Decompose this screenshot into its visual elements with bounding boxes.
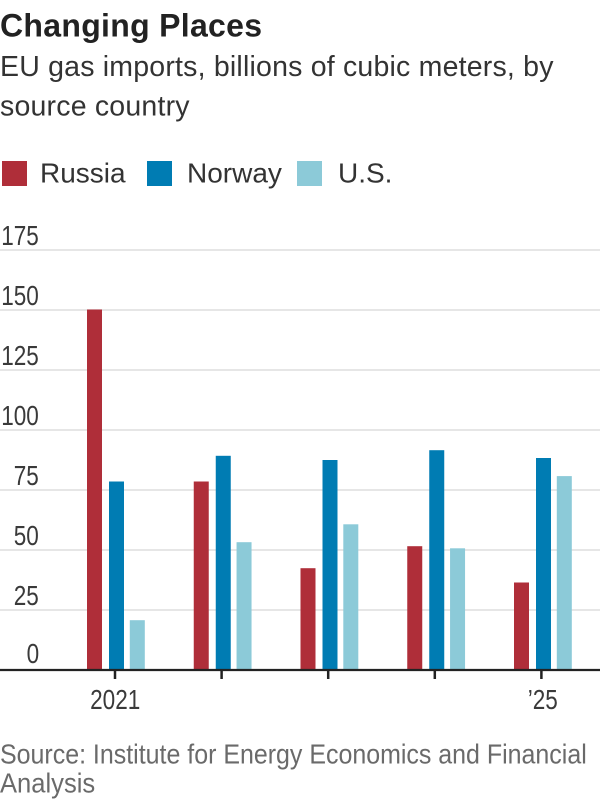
svg-text:’25: ’25 (528, 685, 558, 716)
svg-text:Analysis: Analysis (0, 768, 95, 799)
svg-text:2021: 2021 (90, 685, 140, 716)
svg-text:source country: source country (0, 90, 190, 122)
svg-text:25: 25 (14, 581, 39, 612)
svg-text:Norway: Norway (187, 158, 282, 189)
svg-text:0: 0 (27, 639, 40, 670)
svg-text:EU gas imports, billions of cu: EU gas imports, billions of cubic meters… (0, 51, 554, 83)
svg-text:50: 50 (14, 521, 39, 552)
svg-text:100: 100 (1, 401, 39, 432)
svg-text:Source: Institute for Energy E: Source: Institute for Energy Economics a… (0, 738, 587, 769)
svg-text:125: 125 (1, 341, 39, 372)
svg-text:Changing Places: Changing Places (0, 8, 262, 44)
svg-text:U.S.: U.S. (338, 158, 392, 189)
svg-text:Russia: Russia (40, 158, 126, 189)
svg-text:150: 150 (1, 281, 39, 312)
svg-text:75: 75 (14, 461, 39, 492)
svg-text:175: 175 (1, 221, 39, 252)
